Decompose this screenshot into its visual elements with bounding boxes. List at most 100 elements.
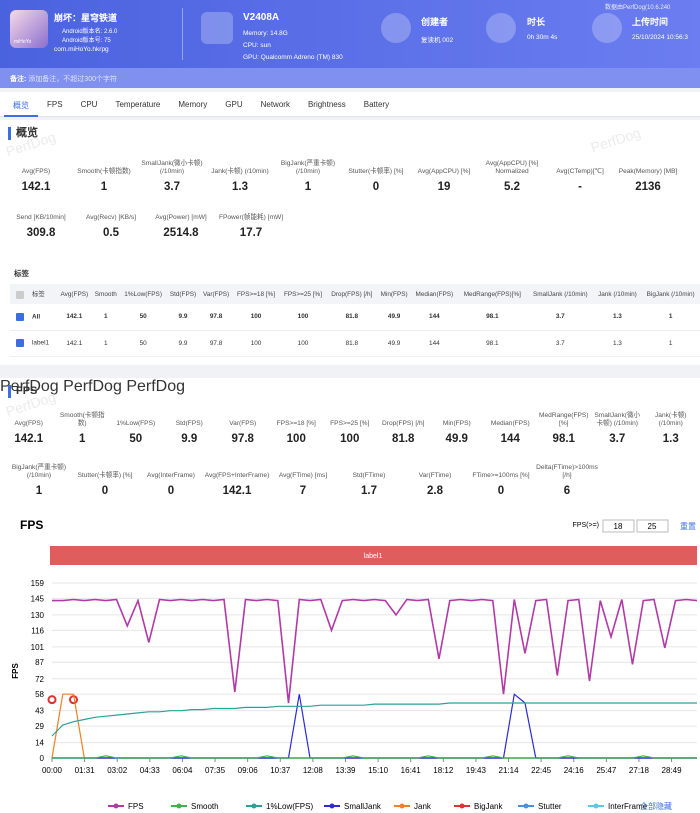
metric-value: 0 <box>342 181 410 193</box>
threshold-value[interactable]: 25 <box>648 522 657 531</box>
cell: 1 <box>641 330 700 356</box>
y-tick-label: 159 <box>31 579 45 588</box>
metric-label: Avg(Power) [mW] <box>146 202 216 222</box>
tab[interactable]: Network <box>252 92 299 117</box>
metric-label: Avg(FPS) <box>2 156 70 176</box>
metric-value: 81.8 <box>377 433 431 445</box>
section-title: 概览 <box>8 127 38 140</box>
cell: 3.7 <box>527 304 594 330</box>
column-header-text: Avg(FPS) <box>61 291 89 298</box>
tab[interactable]: GPU <box>216 92 251 117</box>
memory: Memory: 14.8G <box>243 30 288 37</box>
legend-swatch-dot <box>594 804 599 809</box>
column-header-text: FPS>=18 [%] <box>237 291 275 298</box>
column-header-text: Drop(FPS) [/h] <box>331 291 372 298</box>
cell: 1 <box>641 304 700 330</box>
legend-label[interactable]: SmallJank <box>344 802 382 811</box>
cell: 144 <box>411 330 458 356</box>
cpu: CPU: sun <box>243 42 271 49</box>
y-tick-label: 101 <box>31 643 45 652</box>
metric-value: 97.8 <box>216 433 270 445</box>
metric-value: 3.7 <box>138 181 206 193</box>
watermark: PerfDog <box>589 124 643 155</box>
tab[interactable]: Memory <box>169 92 216 117</box>
cell: 98.1 <box>458 304 527 330</box>
cell: 100 <box>233 304 280 330</box>
metric: Avg(CTemp)[℃]- <box>546 156 614 193</box>
tab[interactable]: Brightness <box>299 92 355 117</box>
legend-label[interactable]: FPS <box>128 802 144 811</box>
tab[interactable]: Battery <box>355 92 398 117</box>
metric-value: 1.7 <box>336 485 402 497</box>
note-placeholder[interactable]: 添加备注，不超过300个字符 <box>28 76 117 83</box>
cell: 49.9 <box>377 304 411 330</box>
y-tick-label: 87 <box>35 658 44 667</box>
metric-value: 1 <box>70 181 138 193</box>
metric-value: 2.8 <box>402 485 468 497</box>
x-tick-label: 19:43 <box>466 766 487 775</box>
metric-label: Smooth(卡顿指数) <box>56 408 110 428</box>
tab[interactable]: Temperature <box>106 92 169 117</box>
column-header-text: Std(FPS) <box>170 291 196 298</box>
metric: 1%Low(FPS)50 <box>109 408 163 445</box>
metric-value: 1 <box>56 433 110 445</box>
y-tick-label: 29 <box>35 722 44 731</box>
checkbox[interactable] <box>16 313 24 321</box>
fps-chart: FPS FPS(>=) 18 25 重置 label1 FPS 01429435… <box>0 515 700 813</box>
checkbox[interactable] <box>16 291 24 299</box>
x-tick-label: 03:02 <box>107 766 128 775</box>
column-header-text: 1%Low(FPS) <box>124 291 162 298</box>
column-header: Smooth <box>92 284 120 304</box>
metric: Avg(Recv) [KB/s]0.5 <box>76 202 146 239</box>
threshold-value[interactable]: 18 <box>614 522 623 531</box>
tab[interactable]: 概览 <box>4 92 38 117</box>
metric-label: Avg(AppCPU) [%] <box>410 156 478 176</box>
device-model: V2408A <box>243 12 279 23</box>
cell: 97.8 <box>200 330 233 356</box>
legend-label[interactable]: 1%Low(FPS) <box>266 802 313 811</box>
x-tick-label: 01:31 <box>75 766 96 775</box>
creator-icon <box>381 13 411 43</box>
metric: SmallJank(微小卡顿) (/10min)3.7 <box>591 408 645 445</box>
metric: Avg(Power) [mW]2514.8 <box>146 202 216 239</box>
column-header: Var(FPS) <box>200 284 233 304</box>
note-bar[interactable]: 备注: 添加备注，不超过300个字符 <box>0 68 700 88</box>
metric-value: 3.7 <box>591 433 645 445</box>
metric: Std(FTime)1.7 <box>336 460 402 497</box>
cell: 1.3 <box>594 304 642 330</box>
metric-value: 6 <box>534 485 600 497</box>
hide-all-button[interactable]: 全部隐藏 <box>640 801 672 811</box>
legend-label[interactable]: BigJank <box>474 802 503 811</box>
x-tick-label: 10:37 <box>270 766 291 775</box>
column-header-text: BigJank (/10min) <box>647 291 695 298</box>
column-header: Min(FPS) <box>377 284 411 304</box>
legend-label[interactable]: Jank <box>414 802 432 811</box>
metric-label: Avg(InterFrame) <box>138 460 204 480</box>
y-tick-label: 72 <box>35 675 44 684</box>
metric-label: Delta(FTime)>100ms [/h] <box>534 460 600 480</box>
row-name: All <box>32 313 40 320</box>
legend-label[interactable]: Smooth <box>191 802 219 811</box>
upload-label: 上传时间 <box>632 15 668 28</box>
cell: 100 <box>233 330 280 356</box>
column-header: FPS>=25 [%] <box>280 284 327 304</box>
column-header: Median(FPS) <box>411 284 458 304</box>
metric-value: 49.9 <box>430 433 484 445</box>
metric-row: Avg(FPS)142.1Smooth(卡顿指数)1SmallJank(微小卡顿… <box>2 156 682 193</box>
metric-value: 142.1 <box>2 181 70 193</box>
metric: FTime>=100ms [%]0 <box>468 460 534 497</box>
checkbox[interactable] <box>16 339 24 347</box>
metric: Send [KB/10min]309.8 <box>6 202 76 239</box>
metric: Avg(FPS+InterFrame)142.1 <box>204 460 270 497</box>
section-title: FPS <box>8 385 37 398</box>
tab[interactable]: CPU <box>72 92 107 117</box>
column-header-text: 标签 <box>32 291 45 298</box>
legend-label[interactable]: Stutter <box>538 802 562 811</box>
reset-button[interactable]: 重置 <box>680 521 696 531</box>
y-tick-label: 43 <box>35 707 44 716</box>
column-header-text: Median(FPS) <box>416 291 454 298</box>
metric-label: Median(FPS) <box>484 408 538 428</box>
x-tick-label: 07:35 <box>205 766 226 775</box>
series-line <box>52 703 697 736</box>
tab[interactable]: FPS <box>38 92 72 117</box>
